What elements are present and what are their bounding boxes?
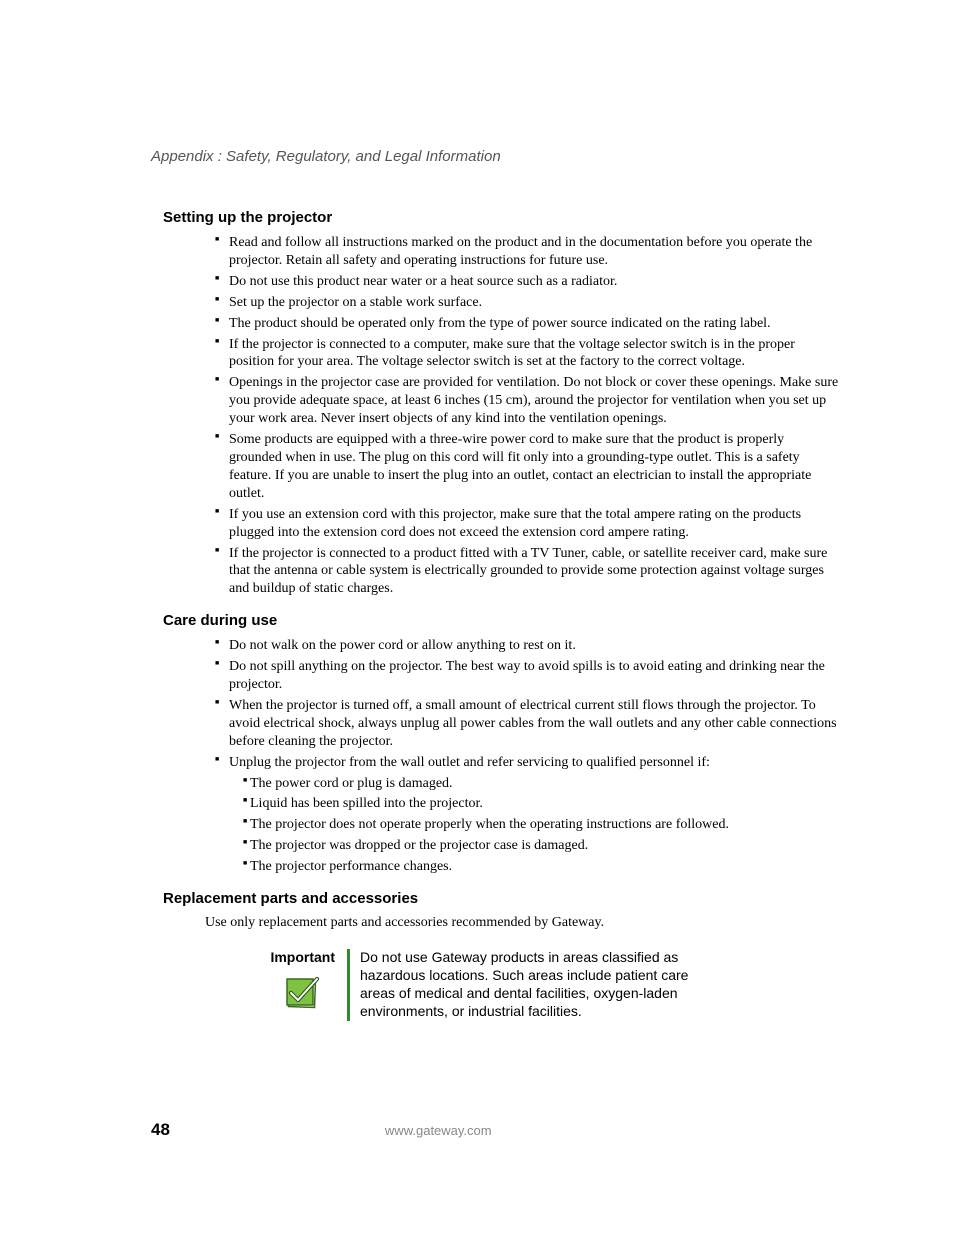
list-item: Unplug the projector from the wall outle… <box>215 754 839 876</box>
page-header: Appendix : Safety, Regulatory, and Legal… <box>151 148 839 165</box>
list-item: Do not spill anything on the projector. … <box>215 658 839 694</box>
list-item: Set up the projector on a stable work su… <box>215 294 839 312</box>
document-page: Appendix : Safety, Regulatory, and Legal… <box>0 0 954 1021</box>
list-item: The product should be operated only from… <box>215 315 839 333</box>
callout-left-column: Important <box>241 949 347 1021</box>
sub-list-item: The projector was dropped or the project… <box>243 837 839 855</box>
sub-list: The power cord or plug is damaged. Liqui… <box>243 775 839 877</box>
sub-list-item: The projector performance changes. <box>243 858 839 876</box>
bullet-list-setup: Read and follow all instructions marked … <box>215 234 839 598</box>
list-item: Do not walk on the power cord or allow a… <box>215 637 839 655</box>
list-item: When the projector is turned off, a smal… <box>215 697 839 751</box>
section-heading-replacement: Replacement parts and accessories <box>163 890 839 907</box>
list-item: If the projector is connected to a produ… <box>215 545 839 599</box>
callout-text: Do not use Gateway products in areas cla… <box>350 949 710 1021</box>
sub-list-item: The power cord or plug is damaged. <box>243 775 839 793</box>
list-item: If the projector is connected to a compu… <box>215 336 839 372</box>
list-item-text: Unplug the projector from the wall outle… <box>229 755 710 770</box>
list-item: Read and follow all instructions marked … <box>215 234 839 270</box>
list-item: If you use an extension cord with this p… <box>215 506 839 542</box>
page-number: 48 <box>151 1120 170 1140</box>
page-footer: 48 www.gateway.com <box>151 1120 839 1140</box>
section-heading-care: Care during use <box>163 612 839 629</box>
sub-list-item: The projector does not operate properly … <box>243 816 839 834</box>
bullet-list-care: Do not walk on the power cord or allow a… <box>215 637 839 876</box>
list-item: Openings in the projector case are provi… <box>215 374 839 428</box>
list-item: Some products are equipped with a three-… <box>215 431 839 503</box>
replacement-note: Use only replacement parts and accessori… <box>205 915 839 931</box>
sub-list-item: Liquid has been spilled into the project… <box>243 795 839 813</box>
footer-url: www.gateway.com <box>385 1123 492 1138</box>
callout-label: Important <box>241 949 335 965</box>
list-item: Do not use this product near water or a … <box>215 273 839 291</box>
section-heading-setup: Setting up the projector <box>163 209 839 226</box>
checkmark-icon <box>241 973 335 1017</box>
important-callout: Important Do not use Gateway products in… <box>241 949 799 1021</box>
